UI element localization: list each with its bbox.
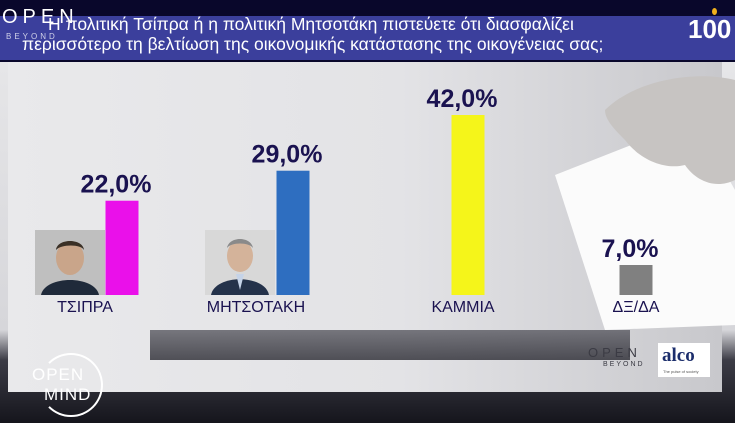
- channel-logo-sub: BEYOND: [6, 32, 58, 41]
- badge-flame-icon: [712, 8, 717, 15]
- bar-1: [105, 200, 139, 295]
- show-logo-ring: [39, 353, 103, 417]
- bar-3: [451, 115, 485, 295]
- show-logo-line-2: MIND: [44, 385, 92, 404]
- value-label-3: 42,0%: [427, 85, 498, 113]
- anniversary-badge: 100: [688, 14, 732, 44]
- pollster-tagline: The pulse of society: [663, 369, 699, 374]
- pollster-logo: alco The pulse of society: [658, 343, 710, 377]
- show-logo: OPEN MIND: [30, 353, 126, 417]
- tsipras-photo: [35, 230, 105, 295]
- bar-2: [276, 170, 310, 295]
- channel-logo: OPEN: [2, 6, 79, 28]
- category-label-4: ΔΞ/ΔΑ: [613, 299, 660, 316]
- question-strip: [0, 16, 735, 60]
- mitsotakis-photo: [205, 230, 275, 295]
- pollster-name: alco: [662, 345, 695, 366]
- ballot-box-background: [150, 330, 630, 360]
- value-label-1: 22,0%: [81, 171, 152, 199]
- open-beyond-logo-sub: BEYOND: [603, 361, 645, 368]
- category-label-3: ΚΑΜΜΙΑ: [431, 299, 494, 316]
- value-label-2: 29,0%: [252, 141, 323, 169]
- open-beyond-logo: OPEN: [588, 345, 641, 360]
- question-line-1: Η πολιτική Τσίπρα ή η πολιτική Μητσοτάκη…: [48, 14, 574, 34]
- bar-4: [619, 265, 653, 295]
- category-label-1: ΤΣΙΠΡΑ: [57, 299, 113, 316]
- category-label-2: ΜΗΤΣΟΤΑΚΗ: [207, 299, 305, 316]
- question-line-2: περισσότερο τη βελτίωση της οικονομικής …: [22, 34, 604, 54]
- value-label-4: 7,0%: [602, 235, 659, 263]
- show-logo-line-1: OPEN: [32, 365, 85, 384]
- question-banner: OPEN BEYOND Η πολιτική Τσίπρα ή η πολιτι…: [0, 0, 735, 62]
- hand-with-ballot-image: [555, 76, 735, 330]
